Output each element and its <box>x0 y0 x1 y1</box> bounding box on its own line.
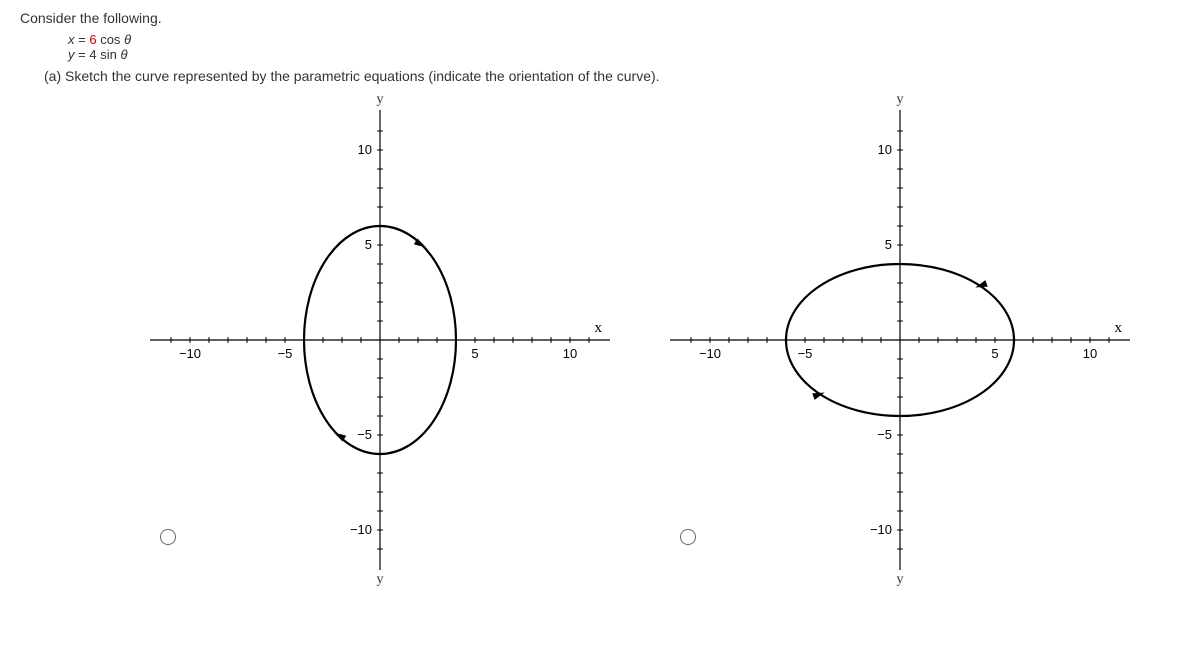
chart-1-svg: −10 −5 5 10 −10 −5 5 10 x <box>150 110 610 570</box>
chart-2-svg: −10 −5 5 10 −10 −5 5 10 x <box>670 110 1130 570</box>
svg-text:5: 5 <box>991 346 998 361</box>
svg-text:−5: −5 <box>357 427 372 442</box>
svg-text:5: 5 <box>885 237 892 252</box>
parametric-equations: x = 6 cos θ y = 4 sin θ <box>68 32 1184 62</box>
svg-text:10: 10 <box>878 142 892 157</box>
svg-text:x: x <box>595 320 603 336</box>
svg-text:10: 10 <box>563 346 577 361</box>
svg-text:x: x <box>1115 320 1123 336</box>
svg-text:−10: −10 <box>179 346 201 361</box>
part-a-prompt: (a) Sketch the curve represented by the … <box>44 68 1184 84</box>
svg-text:−5: −5 <box>798 346 813 361</box>
y-axis-label-top: y <box>660 92 1140 108</box>
y-axis-label-top: y <box>140 92 620 108</box>
svg-text:10: 10 <box>358 142 372 157</box>
svg-text:−5: −5 <box>278 346 293 361</box>
chart-option-2: y −10 −5 5 10 −10 −5 5 10 x y <box>660 92 1140 588</box>
svg-text:−10: −10 <box>870 522 892 537</box>
svg-text:−10: −10 <box>699 346 721 361</box>
radio-option-2[interactable] <box>680 529 696 548</box>
charts-row: y −10 −5 5 10 −10 −5 5 10 x y y −10 −5 5 10 −10 −5 5 10… <box>140 92 1184 588</box>
svg-text:10: 10 <box>1083 346 1097 361</box>
svg-text:−10: −10 <box>350 522 372 537</box>
question-stem: Consider the following. <box>20 10 1184 26</box>
y-axis-label-bottom: y <box>660 572 1140 588</box>
svg-text:5: 5 <box>365 237 372 252</box>
svg-text:−5: −5 <box>877 427 892 442</box>
svg-text:5: 5 <box>471 346 478 361</box>
radio-option-1[interactable] <box>160 529 176 548</box>
chart-option-1: y −10 −5 5 10 −10 −5 5 10 x y <box>140 92 620 588</box>
y-axis-label-bottom: y <box>140 572 620 588</box>
